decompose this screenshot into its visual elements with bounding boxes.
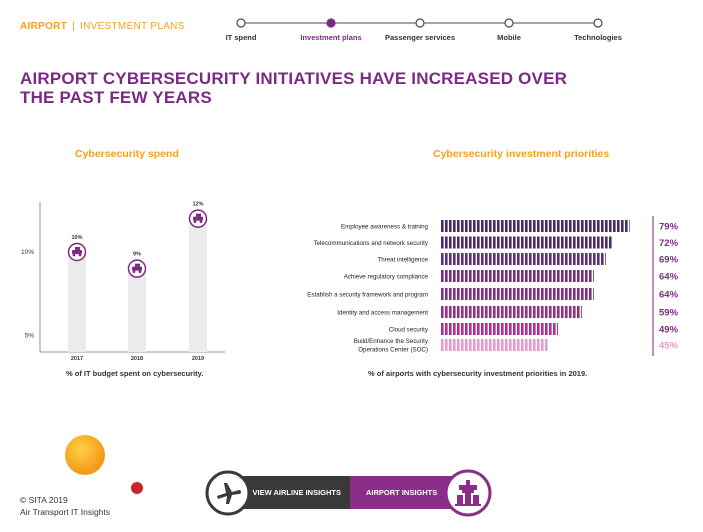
spend-bar-2017 (68, 252, 86, 352)
priorities-chart-title: Cybersecurity investment priorities (433, 148, 610, 160)
spend-chart: 10% 5% 10% 2017 9% 2018 12% 2019 (21, 202, 225, 362)
airport-insights-label: AIRPORT INSIGHTS (366, 488, 438, 497)
priority-value-label: 59% (659, 308, 679, 319)
priority-category-label: Achieve regulatory compliance (344, 274, 429, 281)
copyright-text: © SITA 2019 (20, 495, 68, 505)
control-tower-icon[interactable] (442, 467, 494, 519)
priority-category-label: Cloud security (389, 327, 429, 334)
airport-insights-button[interactable]: AIRPORT INSIGHTS (350, 476, 455, 509)
view-airline-insights-label: VIEW AIRLINE INSIGHTS (252, 488, 341, 497)
spend-xtick-label: 2019 (192, 356, 204, 362)
step-dot-0[interactable] (236, 18, 246, 28)
priority-bar (441, 270, 594, 282)
step-dot-1[interactable] (326, 18, 336, 28)
priority-bar (441, 306, 582, 318)
step-label-0[interactable]: IT spend (226, 33, 257, 42)
priority-bar (441, 288, 594, 300)
priority-category-label: Build/Enhance the Security Operations Cen… (354, 338, 429, 354)
priority-bar (441, 236, 612, 249)
priority-category-label: Employee awareness & training (341, 224, 429, 231)
priority-value-label: 45% (659, 341, 679, 352)
breadcrumb-separator: | (72, 21, 76, 32)
priority-category-label: Threat intelligence (377, 257, 428, 264)
spend-chart-title: Cybersecurity spend (75, 148, 179, 160)
step-label-3[interactable]: Mobile (497, 33, 521, 42)
spend-xtick-label: 2018 (131, 356, 143, 362)
priority-bar (441, 323, 558, 335)
spend-bar-2019 (189, 218, 207, 352)
priority-bar (441, 220, 630, 232)
priority-value-label: 72% (659, 238, 679, 249)
step-label-4[interactable]: Technologies (574, 33, 622, 42)
spend-chart-caption: % of IT budget spent on cybersecurity. (66, 369, 204, 378)
publication-name: Air Transport IT Insights (20, 507, 111, 517)
priority-category-label: Establish a security framework and progr… (307, 292, 428, 299)
airplane-icon[interactable] (204, 469, 252, 517)
decorative-orange-ball (65, 435, 105, 475)
airport-vehicle-icon (67, 242, 87, 262)
priorities-chart-caption: % of airports with cybersecurity investm… (368, 369, 588, 378)
breadcrumb: AIRPORT | INVESTMENT PLANS (20, 21, 185, 32)
spend-xtick-label: 2017 (71, 356, 83, 362)
decorative-red-dot (131, 482, 143, 494)
spend-ytick-label: 5% (25, 332, 35, 339)
copyright-block: © SITA 2019 Air Transport IT Insights (20, 494, 110, 518)
priority-bar (441, 253, 606, 265)
page-title: AIRPORT CYBERSECURITY INITIATIVES HAVE I… (20, 69, 568, 107)
breadcrumb-subsection[interactable]: INVESTMENT PLANS (80, 21, 185, 32)
spend-data-label: 10% (71, 235, 82, 241)
step-dot-4[interactable] (593, 18, 603, 28)
airport-vehicle-icon (127, 259, 147, 278)
spend-data-label: 12% (192, 202, 203, 208)
airport-vehicle-icon (188, 209, 208, 228)
priority-bar (441, 339, 548, 351)
spend-data-label: 9% (133, 252, 141, 258)
priority-value-label: 49% (659, 325, 679, 336)
priority-category-label: Identity and access management (337, 310, 428, 317)
priority-category-label: Telecommunications and network security (313, 240, 428, 247)
breadcrumb-section[interactable]: AIRPORT (20, 21, 68, 32)
spend-bar-2018 (128, 268, 146, 352)
priority-value-label: 64% (659, 272, 679, 283)
step-label-2[interactable]: Passenger services (385, 33, 455, 42)
section-stepper: IT spend Investment plans Passenger servic… (226, 18, 622, 42)
priority-value-label: 69% (659, 255, 679, 266)
priorities-chart: Employee awareness & training 79% Telecomm… (307, 216, 679, 356)
step-dot-2[interactable] (415, 18, 425, 28)
step-dot-3[interactable] (504, 18, 514, 28)
priority-value-label: 79% (659, 222, 679, 233)
spend-ytick-label: 10% (21, 249, 34, 256)
priority-value-label: 64% (659, 290, 679, 301)
step-label-1[interactable]: Investment plans (300, 33, 361, 42)
